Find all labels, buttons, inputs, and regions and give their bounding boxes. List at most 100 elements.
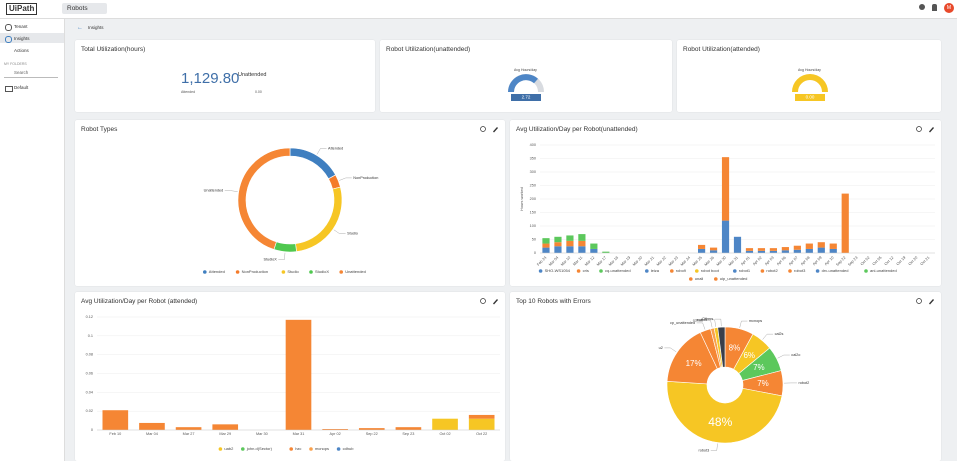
bar-segment [102,410,129,430]
bar-segment [841,193,849,253]
value-label: 6% [743,351,755,360]
leader-line [339,177,352,181]
avatar[interactable]: M [944,3,954,13]
y-tick-label: 200 [530,197,536,201]
card-title: Robot Utilization(unattended) [386,46,471,53]
x-tick-label: Mar 31 [728,256,739,267]
legend-swatch [218,447,223,451]
y-tick-label: 0.1 [88,334,93,338]
slice-label: Others [702,317,713,321]
legend-swatch [599,269,603,273]
search-placeholder: Search [14,70,29,75]
slice [289,147,336,180]
x-tick-label: Mar 21 [644,256,655,267]
card-title: Robot Utilization(attended) [683,46,760,53]
x-tick-label: Apr 07 [788,256,799,267]
x-tick-label: Oct 02 [439,432,450,436]
nav-item[interactable]: Tenant [14,24,28,29]
bar-segment [578,240,586,247]
x-tick-label: Mar 26 [704,256,715,267]
x-tick-label: Feb 24 [536,256,547,267]
slice-label: cdhub [693,319,703,323]
legend-swatch [309,270,313,274]
value-label: 7% [753,363,765,372]
legend-swatch [714,277,718,281]
x-tick-label: Mar 31 [293,432,305,436]
legend-label: unali [695,276,704,281]
bar-segment [781,250,789,253]
bar-segment [698,248,706,253]
bar-segment [175,427,202,430]
x-tick-label: Oct 02 [860,256,871,267]
service-dropdown[interactable]: Robots [62,3,107,14]
leader-line [704,320,713,328]
nav-item[interactable]: Insights [14,36,30,41]
leader-line [777,354,790,359]
leader-line [316,148,327,155]
legend-label: robot boot [701,268,720,273]
slice-label: Unattended [204,189,224,193]
legend-label: john.d(Sector) [246,446,273,451]
x-tick-label: Oct 19 [896,256,907,267]
card-title: Total Utilization(hours) [81,46,146,53]
legend-swatch [203,270,207,274]
x-tick-label: Mar 23 [668,256,679,267]
bar-segment [285,319,312,430]
legend-swatch [576,269,581,273]
chart: Attended NonProduction Studio StudioX Unatte… [203,126,498,274]
legend-swatch [760,269,765,273]
folder-item[interactable]: Default [14,85,29,90]
search-box[interactable]: Search [4,69,58,78]
y-tick-label: 250 [530,184,536,188]
x-tick-label: Mar 20 [632,256,643,267]
card: 0 0.02 0.04 0.06 0.08 0.1 0.12 Feb 10 Mar 04 Mar … [75,292,505,461]
nav-item[interactable]: Actions [14,48,29,53]
bar-segment [358,428,385,430]
bar-segment [554,246,562,253]
bar-segment [578,246,586,253]
bar-segment [781,247,789,251]
bar-segment [542,243,550,248]
back-arrow[interactable]: ← [77,25,83,31]
bar-segment [805,243,813,249]
bar-segment [468,414,495,419]
x-tick-label: Mar 19 [620,256,631,267]
gauge-value-box [511,94,541,101]
value-label: 8% [729,343,741,352]
x-tick-label: Feb 10 [109,432,121,436]
logo[interactable]: UiPath [6,3,38,15]
bar-segment [590,248,598,253]
leader-line [664,347,677,353]
leader-line [333,229,346,234]
leader-line [708,319,716,327]
x-tick-label: Oct 05 [872,256,883,267]
legend-swatch [281,270,286,274]
legend-swatch [538,269,543,273]
leader-line [278,252,286,260]
bar-segment [432,418,458,430]
bar-segment [139,422,165,430]
legend-label: leiza [651,268,660,273]
x-tick-label: Apr 06 [776,256,787,267]
bar-segment [805,248,813,253]
bar-segment [721,220,730,253]
leader-line [710,443,718,451]
legend-swatch [241,447,245,451]
bell-icon[interactable] [932,4,937,11]
x-tick-label: Mar 24 [680,256,691,267]
bar-segment [212,424,239,430]
x-tick-label: Mar 11 [572,256,583,267]
help-icon[interactable] [919,4,925,10]
legend-label: hzc [295,446,301,451]
x-tick-label: Mar 18 [608,256,619,267]
y-tick-label: 0 [534,251,536,255]
x-tick-label: Mar 04 [548,256,559,267]
legend-label: ani-unattended [870,268,897,273]
bar-segment [745,248,754,251]
legend-label: robot2 [766,268,778,273]
card-title: Robot Types [81,126,118,133]
folder-icon [5,86,13,92]
bar-segment [590,243,598,249]
legend-swatch [670,269,674,273]
